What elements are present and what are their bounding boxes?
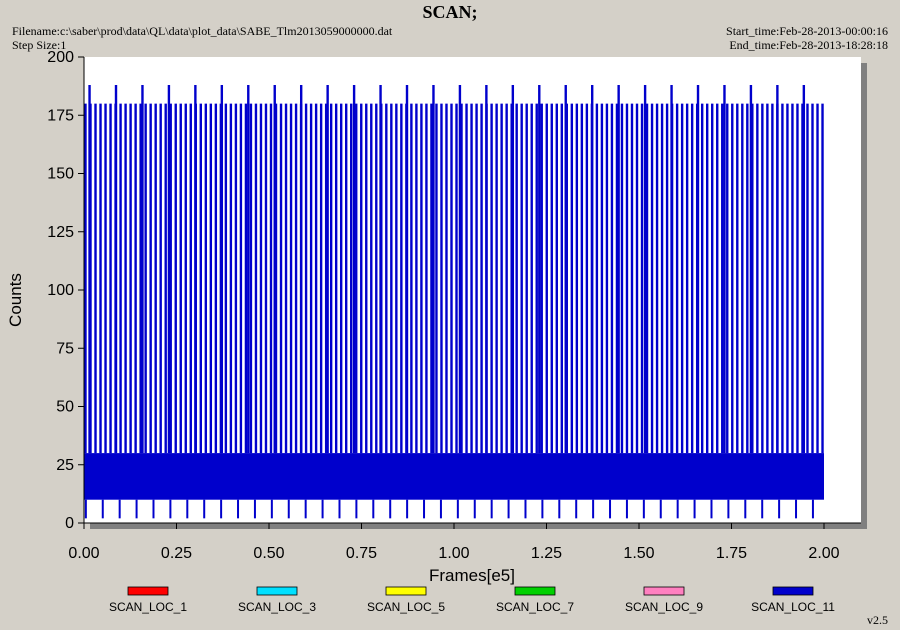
x-tick-label: 1.25 — [531, 545, 562, 562]
x-tick-label: 1.50 — [623, 545, 654, 562]
version-label: v2.5 — [867, 613, 888, 627]
x-tick-label: 0.50 — [253, 545, 284, 562]
x-tick-label: 1.75 — [716, 545, 747, 562]
axis-layer: 0 25 50 75 100 125 150 175 200 0.00 0.25 0.50 0.75 1.… — [47, 49, 861, 562]
chart-title: SCAN; — [422, 2, 478, 22]
legend-label: SCAN_LOC_3 — [238, 600, 316, 614]
legend-item: SCAN_LOC_9 — [625, 586, 703, 614]
x-tick-label: 1.00 — [438, 545, 469, 562]
y-tick-label: 150 — [47, 166, 74, 183]
legend-label: SCAN_LOC_11 — [751, 600, 835, 614]
y-tick-label: 175 — [47, 107, 74, 124]
end-time-label: End_time:Feb-28-2013-18:28:18 — [729, 38, 888, 52]
series-band — [84, 453, 824, 500]
legend-swatch — [514, 586, 556, 596]
x-tick-label: 0.25 — [161, 545, 192, 562]
y-tick-label: 50 — [56, 399, 74, 416]
legend-label: SCAN_LOC_1 — [109, 600, 187, 614]
legend-item: SCAN_LOC_3 — [238, 586, 316, 614]
legend-item: SCAN_LOC_11 — [751, 586, 835, 614]
y-tick-label: 25 — [56, 457, 74, 474]
legend-swatch — [127, 586, 169, 596]
legend-item: SCAN_LOC_1 — [109, 586, 187, 614]
legend-swatch — [772, 586, 814, 596]
x-tick-label: 2.00 — [808, 545, 839, 562]
x-axis-title: Frames[e5] — [429, 566, 515, 585]
legend-swatch — [643, 586, 685, 596]
y-tick-label: 75 — [56, 340, 74, 357]
start-time-label: Start_time:Feb-28-2013-00:00:16 — [726, 24, 888, 38]
legend: SCAN_LOC_1 SCAN_LOC_3 SCAN_LOC_5 SCAN_LOC_7… — [109, 586, 835, 614]
y-tick-label: 125 — [47, 224, 74, 241]
y-axis-title: Counts — [6, 273, 25, 327]
x-tick-label: 0.75 — [346, 545, 377, 562]
filename-label: Filename:c:\saber\prod\data\QL\data\plot… — [12, 24, 393, 38]
x-tick-label: 0.00 — [68, 545, 99, 562]
legend-swatch — [256, 586, 298, 596]
legend-label: SCAN_LOC_9 — [625, 600, 703, 614]
legend-swatch — [385, 586, 427, 596]
legend-item: SCAN_LOC_7 — [496, 586, 574, 614]
legend-label: SCAN_LOC_5 — [367, 600, 445, 614]
y-tick-label: 0 — [65, 515, 74, 532]
y-tick-label: 100 — [47, 282, 74, 299]
series-scan-loc-11 — [84, 84, 824, 519]
legend-item: SCAN_LOC_5 — [367, 586, 445, 614]
series-layer — [84, 84, 824, 519]
legend-label: SCAN_LOC_7 — [496, 600, 574, 614]
y-tick-label: 200 — [47, 49, 74, 66]
step-size-label: Step Size:1 — [12, 38, 67, 52]
